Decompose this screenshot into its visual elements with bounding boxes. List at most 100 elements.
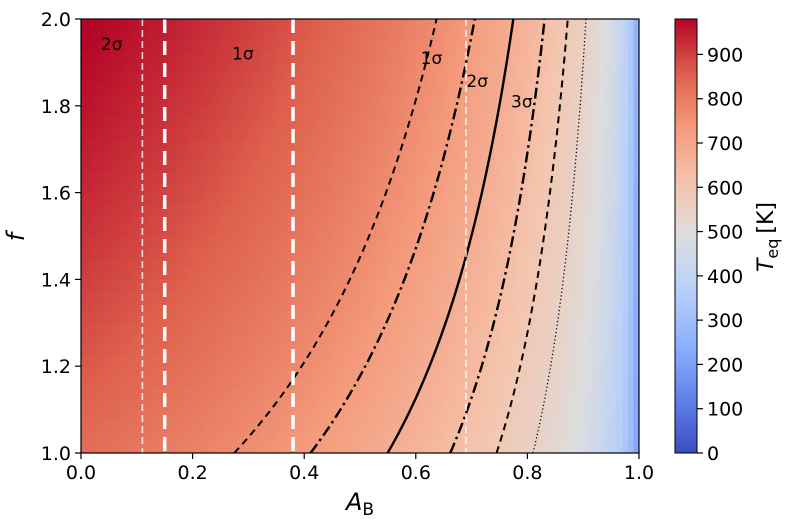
heatmap-cell xyxy=(460,409,467,422)
heatmap-cell xyxy=(97,84,104,96)
heatmap-cell xyxy=(454,214,462,226)
heatmap-cell xyxy=(220,62,227,74)
heatmap-cell xyxy=(114,246,121,259)
heatmap-cell xyxy=(253,344,261,356)
heatmap-cell xyxy=(153,387,160,400)
heatmap-cell xyxy=(281,311,289,324)
heatmap-cell xyxy=(365,116,372,129)
heatmap-cell xyxy=(309,225,316,237)
heatmap-cell xyxy=(187,149,194,161)
heatmap-cell xyxy=(114,236,121,248)
heatmap-cell xyxy=(566,257,573,270)
heatmap-cell xyxy=(153,51,160,63)
heatmap-cell xyxy=(572,127,579,139)
heatmap-cell xyxy=(399,377,406,389)
heatmap-cell xyxy=(159,387,166,400)
heatmap-cell xyxy=(326,29,333,42)
heatmap-cell xyxy=(622,181,629,194)
heatmap-cell xyxy=(404,431,411,443)
heatmap-cell xyxy=(466,51,473,63)
heatmap-cell xyxy=(544,170,551,183)
heatmap-cell xyxy=(97,94,104,107)
heatmap-cell xyxy=(611,236,618,248)
heatmap-cell xyxy=(276,366,283,378)
heatmap-cell xyxy=(187,377,194,389)
heatmap-cell xyxy=(226,333,233,346)
heatmap-cell xyxy=(253,431,261,443)
heatmap-cell xyxy=(81,333,88,346)
heatmap-cell xyxy=(332,214,339,226)
heatmap-cell xyxy=(281,377,289,389)
heatmap-cell xyxy=(599,105,607,118)
heatmap-cell xyxy=(103,387,110,400)
heatmap-cell xyxy=(404,387,411,400)
heatmap-cell xyxy=(164,268,171,280)
heatmap-cell xyxy=(237,203,244,215)
heatmap-cell xyxy=(404,19,411,31)
heatmap-cell xyxy=(147,387,155,400)
heatmap-cell xyxy=(583,387,590,400)
heatmap-cell xyxy=(421,344,428,356)
heatmap-cell xyxy=(170,192,177,205)
heatmap-cell xyxy=(248,203,255,215)
heatmap-cell xyxy=(516,138,523,150)
heatmap-cell xyxy=(293,192,300,205)
heatmap-cell xyxy=(326,257,333,270)
heatmap-cell xyxy=(432,84,439,96)
heatmap-cell xyxy=(298,160,305,172)
heatmap-cell xyxy=(527,311,534,324)
heatmap-cell xyxy=(532,73,540,85)
heatmap-cell xyxy=(237,377,244,389)
heatmap-cell xyxy=(633,322,639,335)
heatmap-cell xyxy=(471,225,478,237)
heatmap-cell xyxy=(131,366,138,378)
heatmap-cell xyxy=(248,409,255,422)
heatmap-cell xyxy=(120,19,127,31)
heatmap-cell xyxy=(532,160,540,172)
heatmap-cell xyxy=(605,62,612,74)
heatmap-cell xyxy=(544,138,551,150)
heatmap-cell xyxy=(108,203,116,215)
heatmap-cell xyxy=(108,40,116,53)
heatmap-cell xyxy=(237,366,244,378)
heatmap-cell xyxy=(371,127,378,139)
heatmap-cell xyxy=(332,311,339,324)
heatmap-cell xyxy=(510,311,517,324)
heatmap-cell xyxy=(81,290,88,302)
heatmap-cell xyxy=(142,420,149,432)
heatmap-cell xyxy=(544,203,551,215)
heatmap-cell xyxy=(521,51,528,63)
heatmap-cell xyxy=(499,138,506,150)
heatmap-cell xyxy=(348,279,356,291)
heatmap-cell xyxy=(343,387,350,400)
heatmap-cell xyxy=(315,181,322,194)
heatmap-cell xyxy=(611,149,618,161)
heatmap-cell xyxy=(315,94,322,107)
heatmap-cell xyxy=(544,279,551,291)
heatmap-cell xyxy=(505,62,512,74)
heatmap-cell xyxy=(159,377,166,389)
heatmap-cell xyxy=(175,40,183,53)
heatmap-cell xyxy=(566,377,573,389)
heatmap-cell xyxy=(588,333,595,346)
heatmap-cell xyxy=(449,322,456,335)
heatmap-cell xyxy=(611,442,618,453)
heatmap-cell xyxy=(616,431,623,443)
heatmap-cell xyxy=(387,257,395,270)
heatmap-cell xyxy=(460,116,467,129)
heatmap-cell xyxy=(181,127,188,139)
heatmap-cell xyxy=(192,170,199,183)
heatmap-cell xyxy=(153,366,160,378)
heatmap-cell xyxy=(577,160,584,172)
heatmap-cell xyxy=(147,19,155,31)
heatmap-cell xyxy=(248,311,255,324)
heatmap-cell xyxy=(387,29,395,42)
heatmap-cell xyxy=(170,29,177,42)
heatmap-cell xyxy=(532,333,540,346)
heatmap-cell xyxy=(421,94,428,107)
heatmap-cell xyxy=(175,84,183,96)
heatmap-cell xyxy=(415,160,422,172)
heatmap-cell xyxy=(471,94,478,107)
heatmap-cell xyxy=(499,420,506,432)
